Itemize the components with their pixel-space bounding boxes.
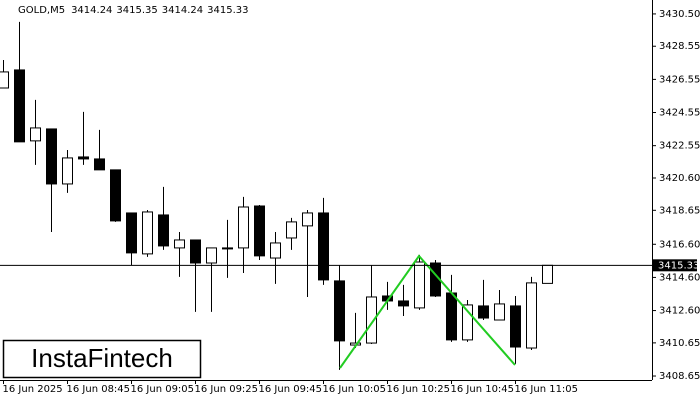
candle-body xyxy=(542,264,553,284)
y-tick-label: 3408.65 xyxy=(659,371,700,382)
current-price-label: 3415.33 xyxy=(658,260,699,271)
candle-body xyxy=(126,212,137,254)
candle-body xyxy=(222,247,233,250)
candle-body xyxy=(526,282,537,349)
candle-body xyxy=(414,261,425,309)
candle-body xyxy=(270,242,281,259)
y-tick-label: 3420.60 xyxy=(659,173,700,184)
candle-body xyxy=(462,304,473,341)
x-tick-label: 16 Jun 10:05 xyxy=(323,384,387,395)
x-tick-label: 16 Jun 10:45 xyxy=(451,384,515,395)
low-value: 3414.24 xyxy=(162,5,203,16)
candle-body xyxy=(158,214,169,247)
candle-body xyxy=(110,169,121,222)
x-tick-label: 16 Jun 09:05 xyxy=(131,384,195,395)
x-tick-label: 16 Jun 10:25 xyxy=(387,384,451,395)
close-value: 3415.33 xyxy=(207,5,248,16)
high-value: 3415.35 xyxy=(116,5,157,16)
plot-area xyxy=(0,21,553,370)
y-tick-label: 3412.60 xyxy=(659,306,700,317)
current-price-tag xyxy=(653,259,697,272)
candle-body xyxy=(446,292,457,341)
x-tick-label: 16 Jun 2025 xyxy=(3,384,63,395)
candle-body xyxy=(334,280,345,342)
logo: InstaFintech xyxy=(31,343,173,373)
chart-header: GOLD,M5 3414.24 3415.35 3414.24 3415.33 xyxy=(18,5,249,16)
y-tick-label: 3422.55 xyxy=(659,141,700,152)
candle-body xyxy=(46,128,57,185)
candle-body xyxy=(30,127,41,142)
y-tick-label: 3418.65 xyxy=(659,205,700,216)
candle-body xyxy=(0,71,9,89)
x-tick-label: 16 Jun 09:45 xyxy=(259,384,323,395)
candle-body xyxy=(62,157,73,185)
candle-body xyxy=(174,239,185,249)
candle-body xyxy=(366,296,377,344)
candle-body xyxy=(238,206,249,249)
logo-box xyxy=(2,339,202,379)
candle-body xyxy=(14,69,25,143)
candle-body xyxy=(302,212,313,227)
candle-body xyxy=(254,205,265,257)
double-bottom-pattern xyxy=(339,254,516,369)
x-tick-label: 16 Jun 09:25 xyxy=(195,384,259,395)
x-tick-label: 16 Jun 08:45 xyxy=(67,384,131,395)
candle-body xyxy=(318,212,329,281)
y-tick-label: 3424.55 xyxy=(659,108,700,119)
candle-body xyxy=(494,303,505,321)
y-tick-label: 3426.55 xyxy=(659,74,700,85)
candle-body xyxy=(190,239,201,264)
candle-body xyxy=(398,300,409,307)
y-tick-label: 3430.50 xyxy=(659,9,700,20)
y-tick-label: 3428.55 xyxy=(659,41,700,52)
candle-body xyxy=(142,211,153,255)
open-value: 3414.24 xyxy=(71,5,112,16)
candle-body xyxy=(510,305,521,348)
x-tick-label: 16 Jun 11:05 xyxy=(515,384,579,395)
symbol: GOLD,M5 xyxy=(18,5,65,16)
candle-body xyxy=(286,221,297,239)
candle-body xyxy=(206,247,217,264)
y-tick-label: 3410.65 xyxy=(659,338,700,349)
candle-body xyxy=(478,305,489,319)
y-tick-label: 3414.60 xyxy=(659,272,700,283)
y-tick-label: 3416.60 xyxy=(659,239,700,250)
candle-body xyxy=(78,156,89,160)
candle-body xyxy=(94,158,105,171)
